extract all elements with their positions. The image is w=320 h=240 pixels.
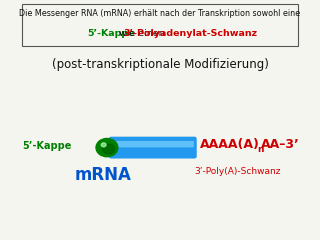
Text: Die Messenger RNA (mRNA) erhält nach der Transkription sowohl eine: Die Messenger RNA (mRNA) erhält nach der…	[20, 9, 300, 18]
Circle shape	[96, 138, 118, 157]
FancyBboxPatch shape	[22, 4, 298, 46]
FancyBboxPatch shape	[109, 137, 197, 158]
FancyBboxPatch shape	[112, 141, 194, 147]
Text: wie einen: wie einen	[116, 29, 167, 38]
Text: AAAA(A): AAAA(A)	[200, 138, 260, 151]
Text: (post-transkriptionale Modifizierung): (post-transkriptionale Modifizierung)	[52, 58, 268, 71]
Circle shape	[103, 144, 115, 154]
Text: mRNA: mRNA	[74, 166, 131, 184]
Text: 5’-Kappe: 5’-Kappe	[22, 141, 72, 151]
Text: 5’-Kappe: 5’-Kappe	[87, 29, 135, 38]
Text: n: n	[257, 145, 263, 155]
Circle shape	[101, 143, 106, 147]
Text: 3’-Polyadenylat-Schwanz: 3’-Polyadenylat-Schwanz	[123, 29, 257, 38]
Text: 3’-Poly(A)-Schwanz: 3’-Poly(A)-Schwanz	[194, 167, 281, 176]
Text: AA–3’: AA–3’	[261, 138, 300, 151]
